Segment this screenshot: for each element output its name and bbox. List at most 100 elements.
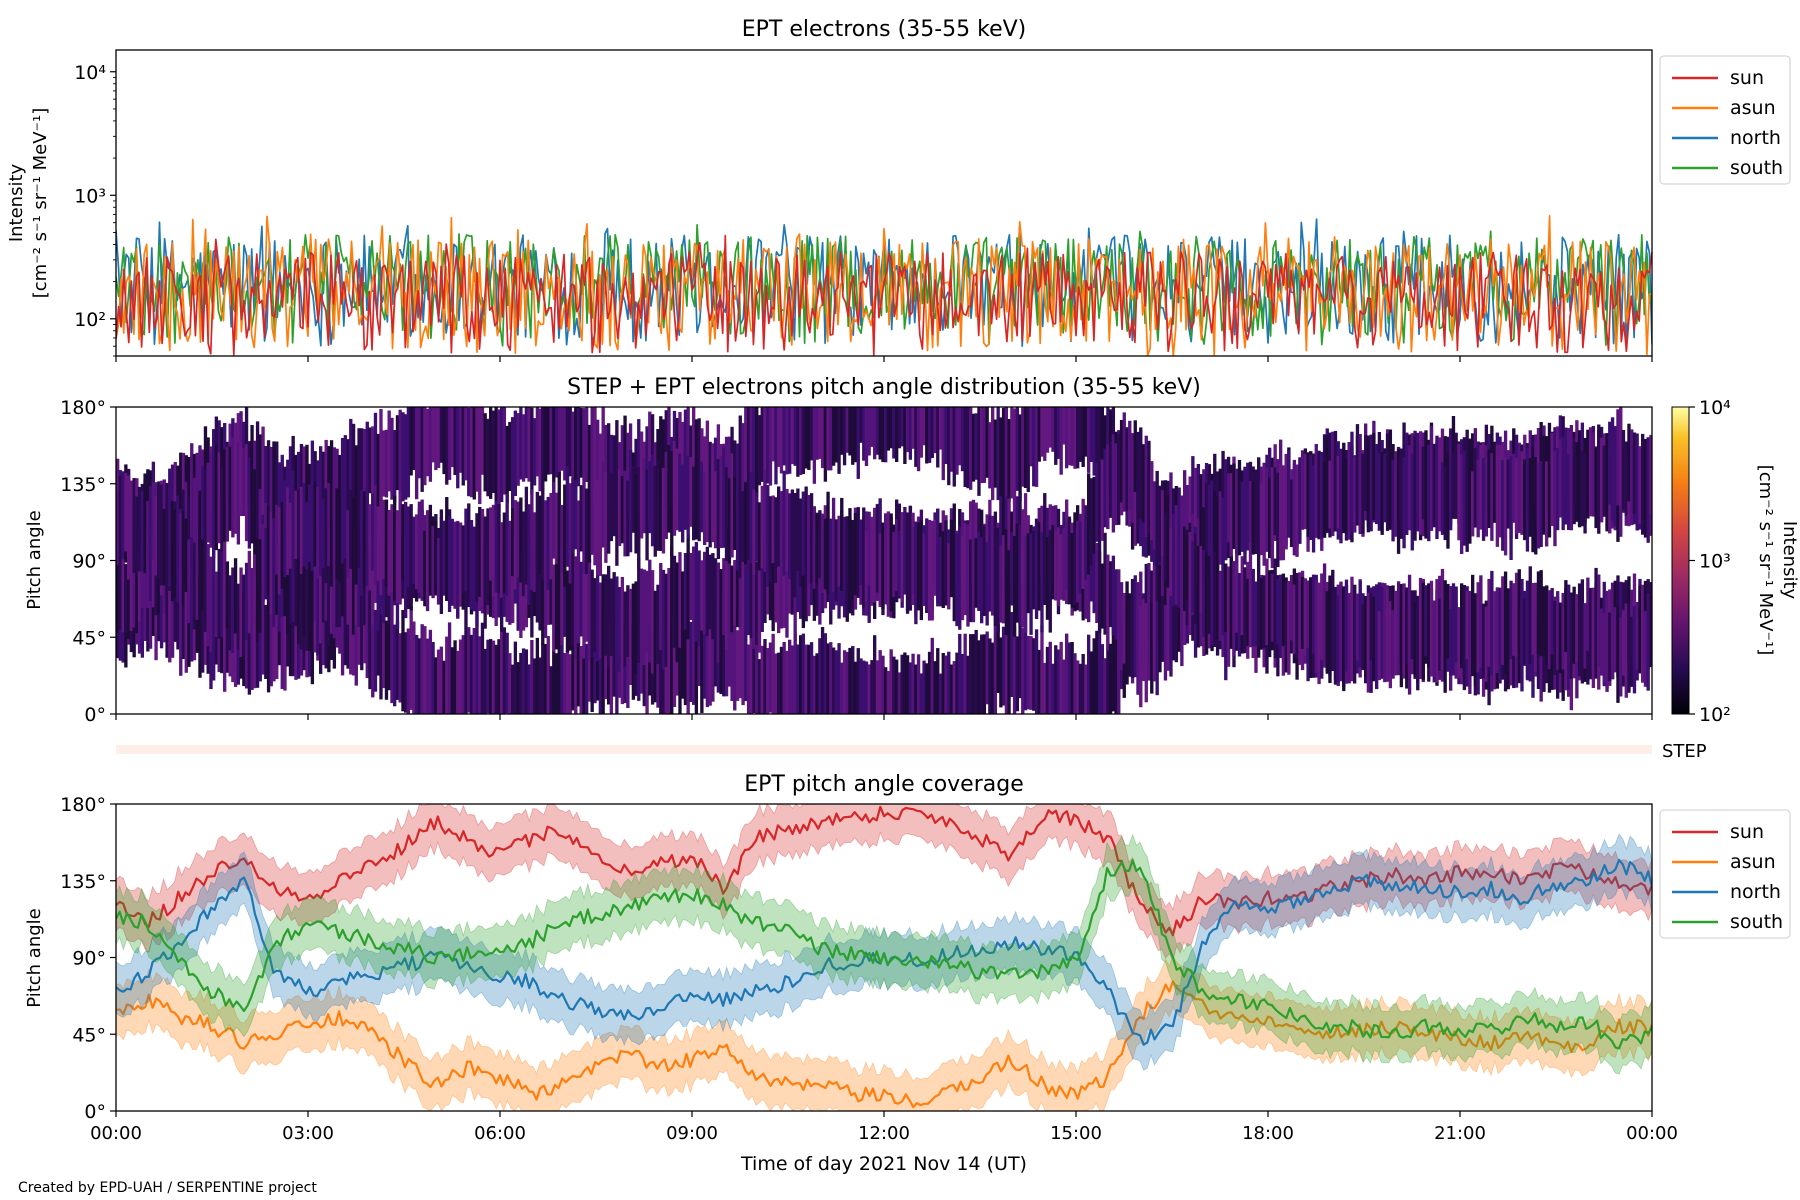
heatmap-cell <box>398 490 402 592</box>
heatmap-cell <box>867 511 871 586</box>
heatmap-cell <box>1624 441 1628 516</box>
heatmap-cell <box>733 619 737 711</box>
heatmap-cell <box>1076 407 1080 469</box>
heatmap-cell <box>609 578 614 656</box>
heatmap-cell <box>1054 645 1058 714</box>
heatmap-cell <box>927 519 932 621</box>
heatmap-cell <box>434 407 438 471</box>
heatmap-cell <box>563 552 567 637</box>
heatmap-cell <box>842 407 847 466</box>
heatmap-cell <box>1092 547 1096 614</box>
heatmap-cell <box>875 660 880 714</box>
heatmap-cell <box>1520 451 1524 535</box>
heatmap-cell <box>1103 415 1107 482</box>
heatmap-cell <box>598 582 603 659</box>
heatmap-cell <box>895 659 899 714</box>
heatmap-cell <box>1103 532 1107 635</box>
heatmap-cell <box>579 485 583 552</box>
heatmap-cell <box>379 409 383 502</box>
heatmap-cell <box>420 624 424 714</box>
heatmap-cell <box>958 633 962 714</box>
heatmap-cell <box>1221 497 1225 570</box>
heatmap-cell <box>889 513 893 612</box>
heatmap-cell <box>228 575 232 651</box>
heatmap-cell <box>1218 570 1222 641</box>
heatmap-cell <box>678 624 682 714</box>
heatmap-cell <box>146 501 150 571</box>
heatmap-cell <box>1128 593 1132 677</box>
heatmap-cell <box>1202 507 1206 582</box>
heatmap-cell <box>919 520 924 621</box>
heatmap-cell <box>724 548 729 650</box>
heatmap-cell <box>1169 472 1173 575</box>
heatmap-cell <box>223 589 227 692</box>
heatmap-cell <box>1004 529 1009 635</box>
heatmap-cell <box>425 510 430 597</box>
heatmap-cell <box>294 534 298 627</box>
heatmap-cell <box>1163 605 1168 681</box>
heatmap-cell <box>1199 546 1203 614</box>
heatmap-cell <box>357 500 361 569</box>
heatmap-cell <box>472 407 476 500</box>
heatmap-cell <box>733 476 737 550</box>
heatmap-cell <box>1608 612 1612 682</box>
colorbar-label: Intensity <box>1779 521 1800 600</box>
heatmap-cell <box>168 491 172 587</box>
heatmap-cell <box>955 407 959 475</box>
heatmap-cell <box>324 552 328 621</box>
heatmap-cell <box>472 628 476 714</box>
heatmap-cell <box>1646 593 1650 691</box>
legend-label-asun: asun <box>1730 97 1776 119</box>
heatmap-cell <box>947 651 951 714</box>
heatmap-cell <box>1021 628 1025 714</box>
heatmap-cell <box>733 560 737 626</box>
heatmap-cell <box>541 557 545 646</box>
heatmap-cell <box>1081 407 1085 467</box>
heatmap-cell <box>837 515 841 587</box>
heatmap-cell <box>1487 449 1491 528</box>
heatmap-cell <box>1155 541 1159 645</box>
heatmap-cell <box>1610 582 1615 680</box>
heatmap-cell <box>925 518 929 611</box>
heatmap-cell <box>686 455 690 539</box>
heatmap-cell <box>379 497 383 596</box>
heatmap-cell <box>527 407 531 482</box>
heatmap-cell <box>390 417 394 500</box>
heatmap-cell <box>305 444 309 544</box>
heatmap-cell <box>576 500 581 567</box>
coverage-band-asun <box>116 954 1652 1111</box>
heatmap-cell <box>151 482 156 560</box>
heatmap-cell <box>1391 610 1395 679</box>
heatmap-cell <box>1583 603 1587 669</box>
heatmap-cell <box>1158 574 1162 673</box>
heatmap-cell <box>977 640 981 714</box>
heatmap-cell <box>192 477 197 569</box>
x-tick-label: 15:00 <box>1050 1123 1102 1144</box>
series-line-asun <box>116 215 1652 356</box>
heatmap-cell <box>1026 635 1030 710</box>
heatmap-cell <box>607 423 611 499</box>
heatmap-cell <box>1528 458 1532 537</box>
heatmap-cell <box>609 434 614 505</box>
heatmap-cell <box>620 577 625 654</box>
heatmap-cell <box>911 527 915 595</box>
heatmap-cell <box>1026 533 1030 614</box>
heatmap-cell <box>1128 420 1132 510</box>
heatmap-cell <box>456 522 460 618</box>
heatmap-cell <box>264 446 268 530</box>
heatmap-cell <box>664 451 668 539</box>
heatmap-cell <box>423 530 427 607</box>
heatmap-cell <box>486 508 490 605</box>
heatmap-cell <box>360 428 364 508</box>
heatmap-cell <box>1224 477 1228 561</box>
heatmap-cell <box>845 651 849 714</box>
heatmap-cell <box>1314 579 1318 674</box>
heatmap-cell <box>760 645 764 714</box>
heatmap-cell <box>286 487 290 575</box>
heatmap-cell <box>889 407 893 449</box>
heatmap-cell <box>1051 663 1055 714</box>
heatmap-cell <box>467 627 471 713</box>
heatmap-cell <box>966 655 970 714</box>
heatmap-cell <box>316 486 320 579</box>
heatmap-cell <box>346 600 350 669</box>
